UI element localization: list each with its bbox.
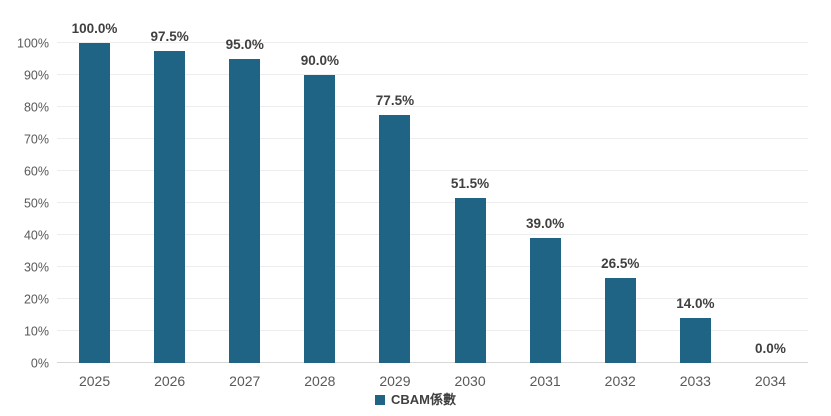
bar (379, 115, 411, 363)
bar (604, 278, 636, 363)
bar-data-label: 77.5% (375, 92, 415, 108)
gridline (57, 266, 808, 267)
bar-data-label: 14.0% (676, 295, 715, 311)
y-axis-tick-label: 0% (30, 355, 49, 370)
bar-data-label: 39.0% (526, 215, 565, 231)
x-axis-tick-label: 2031 (529, 373, 561, 389)
y-axis-tick-label: 100% (17, 35, 49, 50)
gridline (57, 138, 808, 139)
gridline (57, 298, 808, 299)
bar-data-label: 51.5% (450, 175, 490, 191)
bar-data-label: 90.0% (300, 52, 339, 68)
y-axis-tick-label: 50% (23, 195, 49, 210)
y-axis-tick-label: 80% (23, 99, 49, 114)
x-axis-line (57, 362, 808, 363)
legend-square-icon (375, 394, 385, 405)
gridline (57, 330, 808, 331)
y-axis-tick-label: 70% (23, 131, 49, 146)
bar-data-label: 95.0% (225, 36, 264, 52)
y-axis-tick-label: 30% (23, 259, 49, 274)
x-axis-tick-label: 2026 (154, 373, 186, 389)
gridline (57, 234, 808, 235)
gridline (57, 42, 808, 43)
bar-data-label: 26.5% (601, 255, 640, 271)
x-axis-tick-label: 2033 (679, 373, 711, 389)
bar (229, 59, 261, 363)
y-axis-tick-label: 10% (23, 323, 49, 338)
bar (454, 198, 486, 363)
gridline (57, 170, 808, 171)
legend: CBAM係數 (0, 393, 831, 406)
gridline (57, 106, 808, 107)
x-axis-tick-label: 2032 (604, 373, 636, 389)
x-axis-tick-label: 2028 (304, 373, 336, 389)
bar (529, 238, 561, 363)
x-axis-tick-label: 2029 (379, 373, 411, 389)
bar-data-label: 100.0% (71, 20, 118, 36)
bar-data-label: 0.0% (755, 340, 786, 356)
x-axis-tick-label: 2027 (229, 373, 261, 389)
plot-area: 0% 10% 20% 30% 40% 50% 60% 70% 80% 90% 100% 100.0% 2… (17, 21, 808, 388)
x-axis-tick-label: 2025 (78, 373, 111, 389)
bar (154, 51, 186, 363)
bar (679, 318, 711, 363)
gridline (57, 202, 808, 203)
gridline (57, 74, 808, 75)
bar-data-label: 97.5% (150, 28, 189, 44)
bar (304, 75, 336, 363)
y-axis-tick-label: 20% (23, 291, 49, 306)
y-axis-tick-label: 40% (23, 227, 49, 242)
x-axis-tick-label: 2034 (754, 373, 787, 389)
y-axis-tick-label: 90% (23, 67, 49, 82)
x-axis-tick-label: 2030 (454, 373, 486, 389)
legend-label: CBAM係數 (391, 392, 456, 407)
bar (79, 43, 111, 363)
y-axis-tick-label: 60% (23, 163, 49, 178)
